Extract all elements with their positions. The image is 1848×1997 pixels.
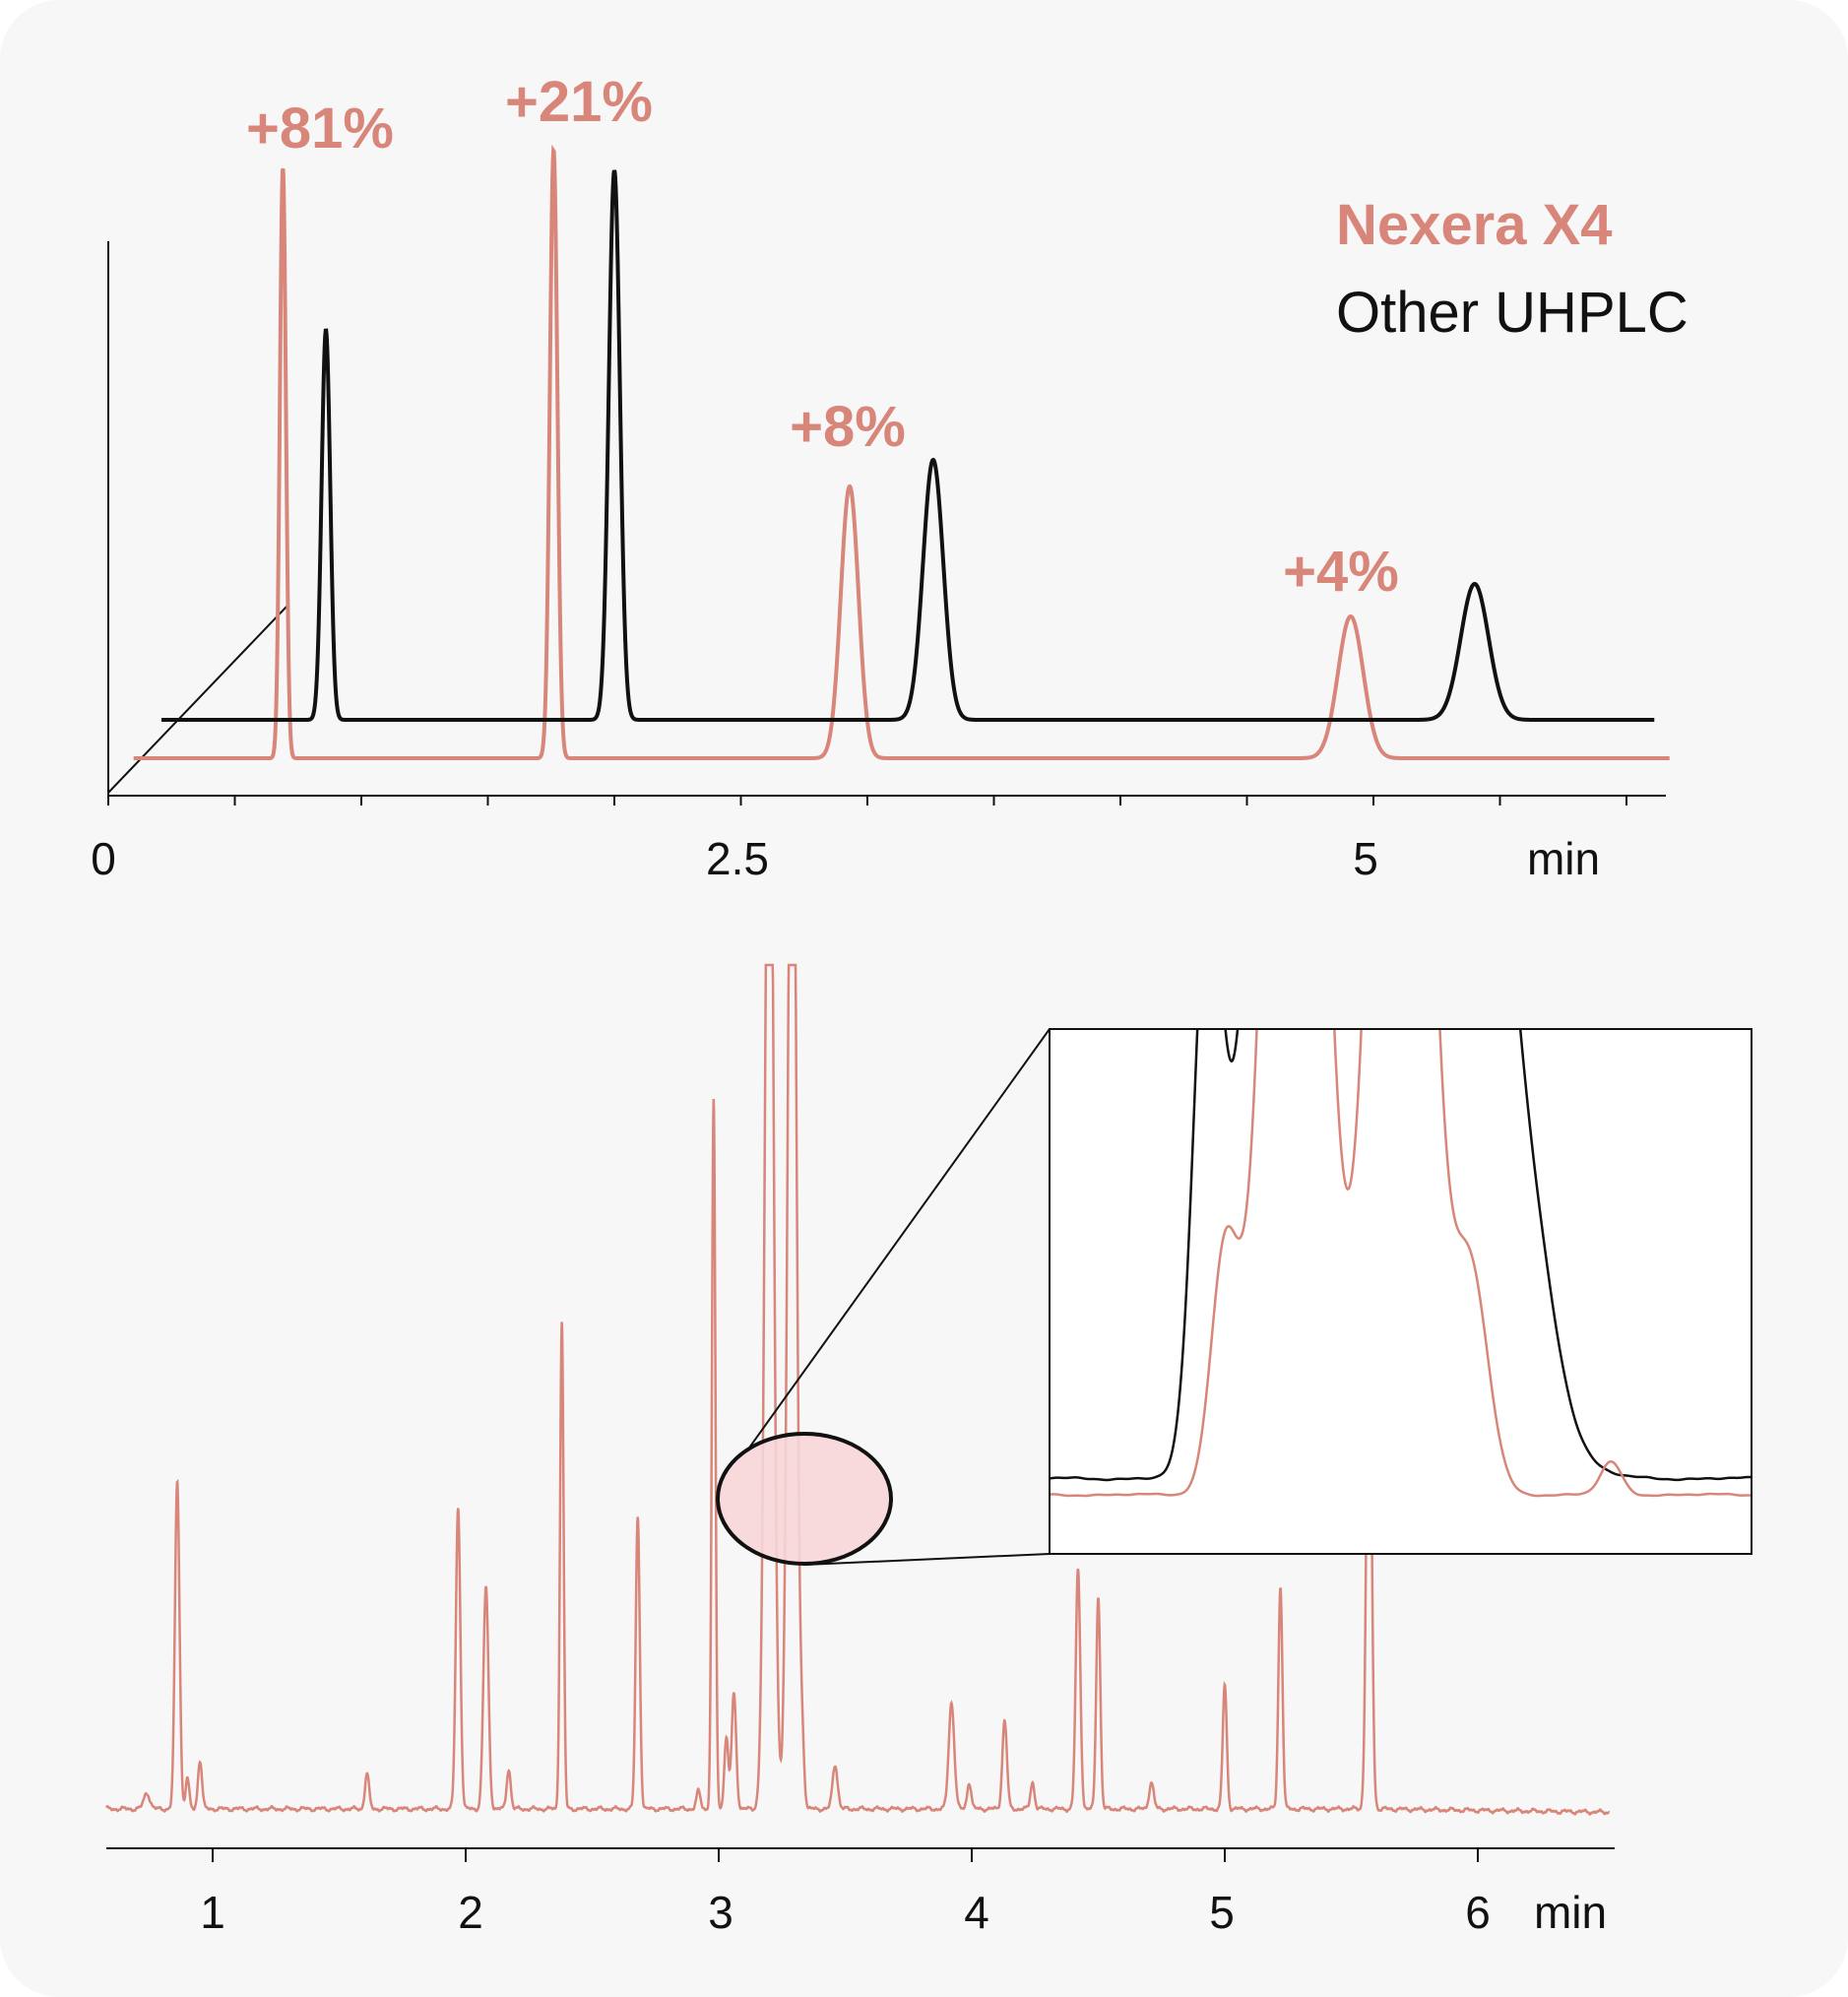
zoom-inset — [1049, 1028, 1752, 1555]
top-series-line-other — [160, 169, 1655, 722]
top-tick-label: 5 — [1353, 833, 1378, 884]
bottom-chart: 1 2 3 4 5 6 min — [104, 963, 1752, 1938]
bottom-tick-label: 3 — [708, 1887, 733, 1938]
top-tick-label: 2.5 — [706, 833, 769, 884]
top-tick-label: 0 — [91, 833, 116, 884]
peak-annotation-2: +21% — [505, 70, 653, 134]
legend-entry-nexera: Nexera X4 — [1336, 193, 1613, 257]
peak-annotation-1: +81% — [246, 97, 394, 161]
inset-series-line-other — [1051, 1030, 1751, 1482]
bottom-x-axis-label: min — [1534, 1887, 1607, 1938]
zoom-connector-bottom — [803, 1553, 1051, 1566]
top-chart: 0 2.5 5 min +81% +21% +8% +4% Nexera X4 … — [91, 70, 1689, 884]
zoom-highlight-ellipse — [716, 1432, 893, 1566]
bottom-series-line-nexera — [104, 963, 1611, 1816]
inset-series-line-nexera — [1051, 1030, 1751, 1498]
bottom-tick-label: 2 — [458, 1887, 483, 1938]
top-minor-ticks — [107, 796, 1627, 805]
bottom-tick-label: 1 — [200, 1887, 225, 1938]
bottom-tick-label: 5 — [1209, 1887, 1235, 1938]
bottom-tick-label: 4 — [964, 1887, 989, 1938]
bottom-tick-label: 6 — [1465, 1887, 1491, 1938]
bottom-major-ticks — [212, 1848, 1479, 1862]
zoom-connector-top — [746, 1028, 1051, 1451]
zoom-inset-frame — [1049, 1028, 1752, 1555]
peak-annotation-3: +8% — [790, 395, 906, 459]
offset-diagonal-line — [107, 605, 288, 794]
top-series-line-nexera — [133, 144, 1670, 760]
peak-annotation-4: +4% — [1283, 540, 1399, 604]
top-x-axis-label: min — [1527, 833, 1600, 884]
legend-entry-other: Other UHPLC — [1336, 281, 1689, 345]
